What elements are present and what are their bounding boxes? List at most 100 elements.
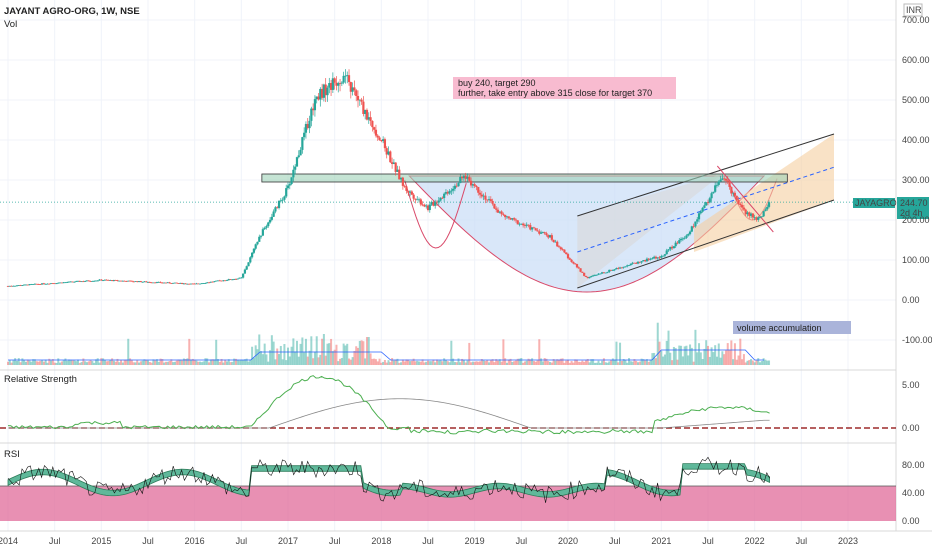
volume-bar bbox=[23, 359, 26, 365]
candle-body bbox=[493, 203, 496, 209]
volume-bar bbox=[462, 359, 465, 365]
volume-bar bbox=[175, 360, 178, 365]
time-tick: 2016 bbox=[185, 536, 205, 546]
volume-bar bbox=[116, 358, 119, 365]
volume-bar bbox=[615, 341, 618, 365]
candle-body bbox=[566, 254, 570, 259]
candle-body bbox=[277, 200, 281, 209]
candle-body bbox=[139, 281, 142, 283]
price-axis[interactable]: 700.00 600.00 500.00 400.00 300.00 200.00 100.… bbox=[902, 15, 932, 526]
candle-body bbox=[419, 199, 422, 205]
candle-body bbox=[531, 227, 534, 230]
candle-body bbox=[758, 216, 762, 218]
volume-bar bbox=[263, 343, 266, 365]
candle-body bbox=[631, 262, 634, 264]
volume-bar bbox=[663, 354, 666, 365]
volume-bar bbox=[511, 361, 514, 365]
candle-body bbox=[701, 207, 704, 212]
candle-body bbox=[543, 232, 546, 234]
candle-body bbox=[624, 266, 627, 268]
volume-bar bbox=[308, 350, 311, 365]
volume-bar bbox=[145, 359, 148, 365]
candle-body bbox=[717, 181, 720, 185]
volume-note-box[interactable] bbox=[733, 321, 851, 334]
candle-body bbox=[536, 230, 539, 232]
candle-body bbox=[522, 223, 525, 226]
currency-badge[interactable] bbox=[903, 3, 923, 17]
candle-body bbox=[220, 280, 223, 282]
candle-body bbox=[416, 199, 419, 201]
volume-bar bbox=[295, 340, 298, 365]
price-tick: 700.00 bbox=[902, 15, 930, 25]
time-tick: 2019 bbox=[465, 536, 485, 546]
candle-body bbox=[362, 101, 365, 114]
time-axis[interactable]: 2014 Jul 2015 Jul 2016 Jul 2017 Jul 2018 Jul 2019 J… bbox=[0, 536, 858, 546]
volume-bar bbox=[114, 361, 117, 365]
candle-body bbox=[319, 88, 322, 100]
volume-bar bbox=[559, 358, 562, 365]
volume-bar bbox=[759, 362, 762, 365]
candle-body bbox=[439, 197, 442, 201]
volume-bar bbox=[184, 359, 187, 365]
trade-note-box[interactable] bbox=[453, 77, 676, 99]
volume-bar bbox=[387, 360, 390, 365]
candle-body bbox=[636, 261, 640, 264]
candle-body bbox=[292, 169, 295, 178]
time-tick: 2017 bbox=[278, 536, 298, 546]
candle-body bbox=[276, 207, 279, 209]
trade-note-line2: further, take entry above 315 close for … bbox=[458, 88, 652, 98]
volume-bar bbox=[597, 360, 600, 365]
price-tick: 200.00 bbox=[902, 215, 930, 225]
candle-body bbox=[609, 269, 613, 271]
volume-bar bbox=[251, 346, 254, 365]
volume-bar bbox=[443, 358, 446, 365]
volume-bar bbox=[401, 359, 404, 365]
volume-bar bbox=[376, 361, 379, 365]
volume-bar bbox=[138, 362, 141, 365]
candle-body bbox=[249, 257, 252, 263]
volume-bar bbox=[520, 358, 523, 365]
volume-bar bbox=[100, 358, 103, 365]
volume-bar bbox=[500, 361, 503, 365]
candle-body bbox=[53, 283, 56, 285]
candle-body bbox=[353, 87, 356, 91]
volume-bar bbox=[766, 360, 769, 365]
candle-body bbox=[654, 256, 658, 259]
candle-body bbox=[683, 237, 686, 239]
volume-bar bbox=[14, 358, 17, 365]
price-tick: 0.00 bbox=[902, 295, 920, 305]
volume-bar bbox=[134, 362, 137, 365]
volume-ma bbox=[8, 349, 764, 361]
volume-bar bbox=[351, 357, 354, 365]
volume-bar bbox=[118, 362, 121, 365]
chart-title[interactable]: JAYANT AGRO-ORG, 1W, NSE bbox=[4, 6, 140, 17]
volume-bar bbox=[247, 361, 250, 365]
volume-bar bbox=[588, 362, 591, 365]
candle-body bbox=[304, 123, 308, 133]
volume-bar bbox=[215, 339, 218, 365]
volume-bar bbox=[261, 354, 264, 365]
volume-bar bbox=[229, 362, 232, 365]
volume-bar bbox=[468, 342, 471, 365]
volume-bar bbox=[400, 362, 403, 365]
volume-bar bbox=[748, 360, 751, 365]
volume-bar bbox=[563, 362, 566, 365]
volume-bar bbox=[606, 362, 609, 365]
volume-bar bbox=[534, 361, 537, 365]
volume-bar bbox=[281, 359, 284, 365]
candle-body bbox=[272, 211, 275, 217]
candle-body bbox=[627, 265, 631, 266]
volume-bar bbox=[270, 335, 273, 365]
candle-body bbox=[317, 96, 320, 100]
candle-body bbox=[437, 200, 440, 203]
volume-bar bbox=[130, 359, 133, 365]
candle-body bbox=[714, 185, 717, 192]
price-tick: 600.00 bbox=[902, 55, 930, 65]
candle-body bbox=[514, 219, 518, 221]
candle-body bbox=[182, 283, 185, 285]
candle-body bbox=[290, 177, 293, 185]
volume-bar bbox=[102, 358, 105, 365]
candle-body bbox=[509, 218, 512, 220]
volume-bar bbox=[150, 362, 153, 365]
